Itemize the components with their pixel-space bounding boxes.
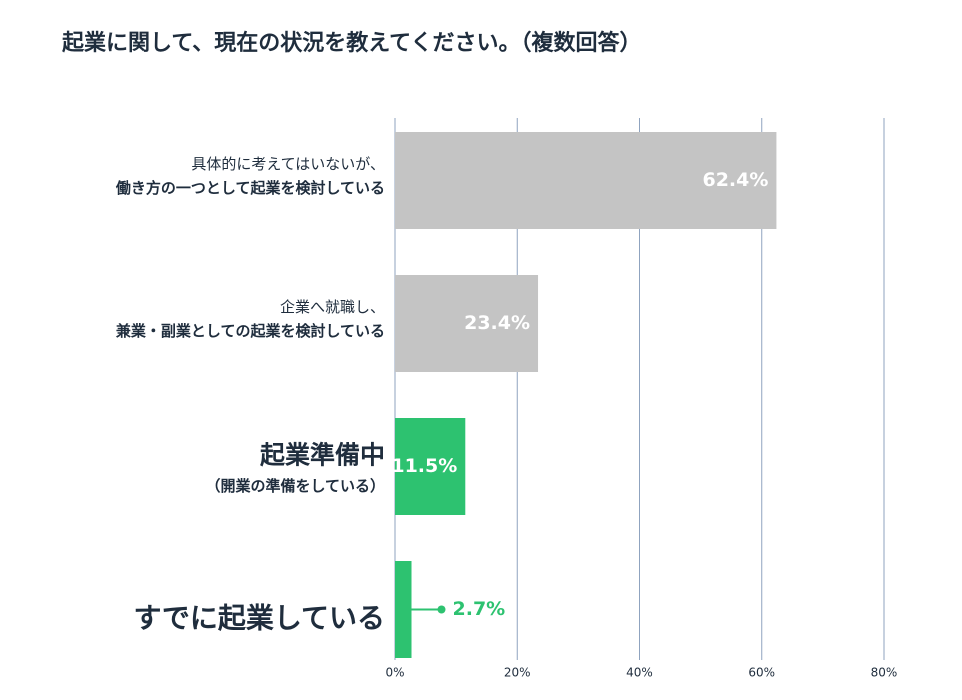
- x-tick-label: 40%: [626, 666, 653, 680]
- value-label: 23.4%: [464, 312, 530, 334]
- x-tick-label: 20%: [504, 666, 531, 680]
- category-label: 兼業・副業としての起業を検討している: [116, 322, 385, 340]
- category-label: 企業へ就職し、: [280, 298, 385, 316]
- bar: [395, 132, 777, 229]
- category-label: 具体的に考えてはいないが、: [191, 155, 385, 173]
- value-label: 62.4%: [702, 169, 768, 191]
- bar: [395, 275, 539, 372]
- category-label: 起業準備中: [260, 441, 385, 470]
- chart-title: 起業に関して、現在の状況を教えてください。（複数回答）: [61, 30, 641, 56]
- value-label: 11.5%: [391, 455, 457, 477]
- bar: [395, 418, 466, 515]
- x-tick-label: 80%: [871, 666, 898, 680]
- category-label: （開業の準備をしている）: [205, 477, 385, 495]
- bar: [395, 561, 412, 658]
- category-label: 働き方の一つとして起業を検討している: [115, 179, 385, 197]
- category-label: すでに起業している: [134, 602, 385, 635]
- x-tick-label: 0%: [385, 666, 404, 680]
- value-label: 2.7%: [453, 598, 506, 620]
- x-tick-label: 60%: [748, 666, 775, 680]
- leader-dot: [437, 605, 446, 614]
